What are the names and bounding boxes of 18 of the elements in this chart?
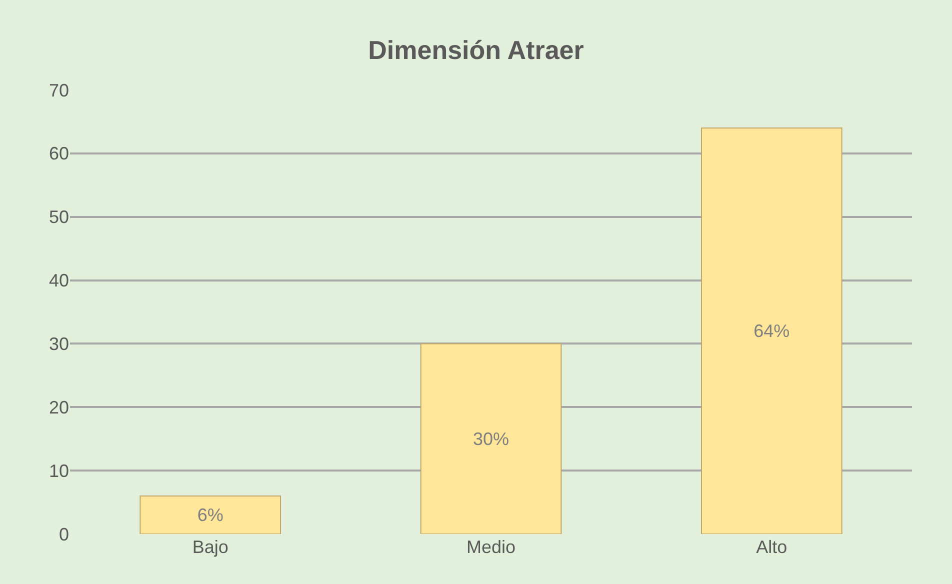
y-tick-label: 30: [48, 334, 69, 354]
y-tick-label: 40: [48, 270, 69, 291]
y-tick-label: 0: [58, 524, 69, 544]
bar: [420, 343, 562, 534]
y-tick-label: 70: [48, 80, 69, 100]
bar: [701, 128, 842, 534]
chart-title: Dimensión Atraer: [368, 35, 584, 66]
x-tick-label: Medio: [466, 537, 516, 557]
y-tick-label: 50: [48, 207, 69, 228]
data-label: 30%: [472, 428, 510, 449]
y-tick-label: 60: [48, 144, 69, 164]
x-tick-label: Bajo: [192, 537, 228, 557]
y-tick-label: 20: [48, 397, 69, 418]
x-tick-label: Alto: [756, 537, 788, 557]
y-tick-label: 10: [48, 460, 69, 481]
data-label: 6%: [197, 504, 224, 525]
bar: [140, 495, 281, 534]
data-label: 64%: [754, 321, 790, 342]
